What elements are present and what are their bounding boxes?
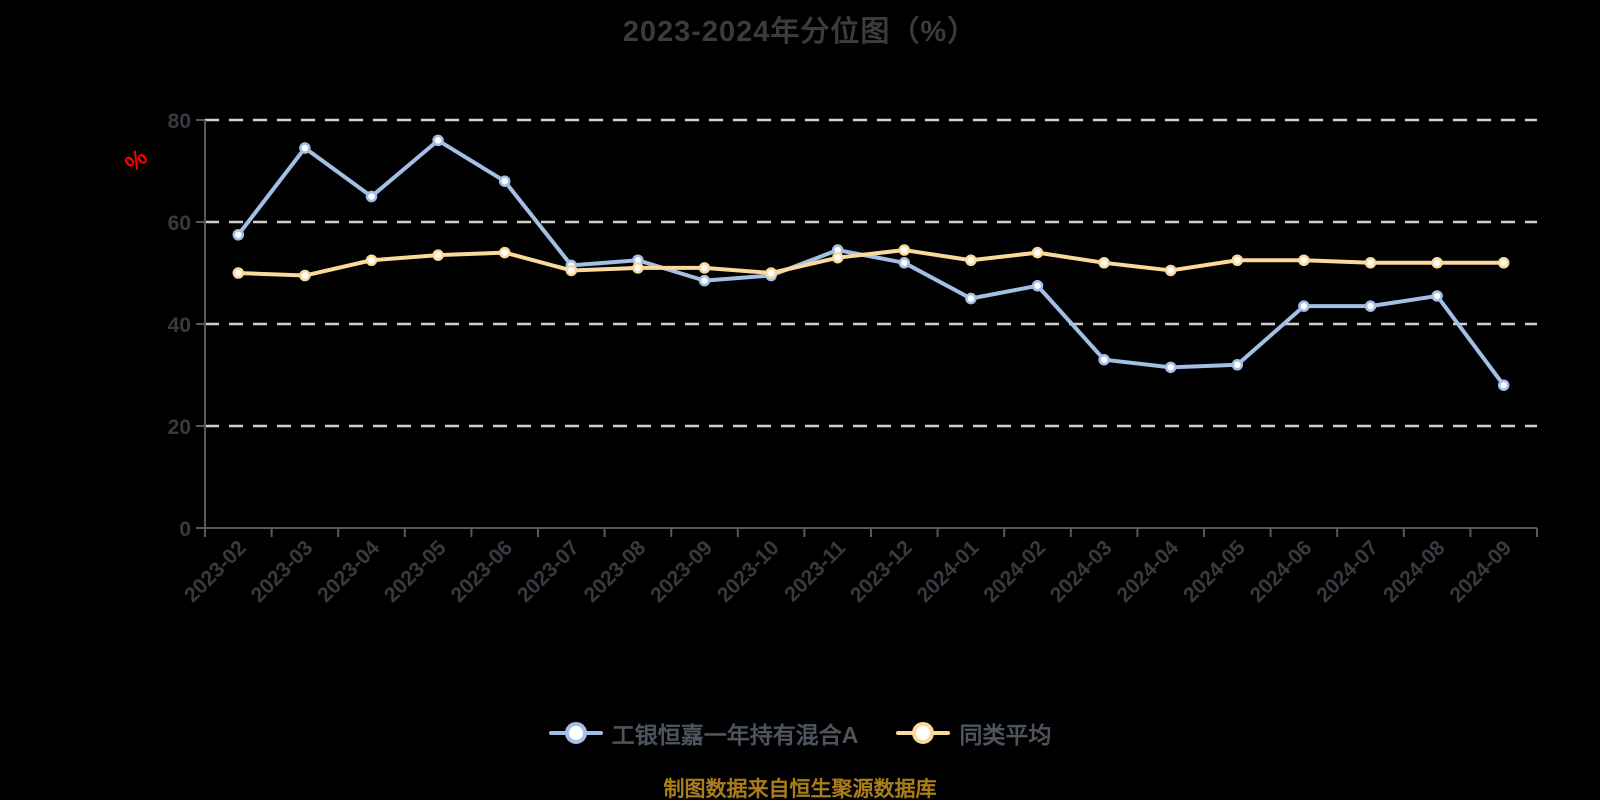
point-average-2023-07[interactable] [565,264,578,277]
legend: 工银恒嘉一年持有混合A 同类平均 [0,716,1600,750]
x-axis-label-2023-09: 2023-09 [646,536,717,607]
point-average-2023-12[interactable] [898,244,911,256]
point-average-2023-06[interactable] [498,246,511,259]
y-axis-label-0: 0 [179,518,191,541]
y-axis-label-60: 60 [168,212,191,235]
point-average-2024-05[interactable] [1231,254,1244,266]
legend-label-average: 同类平均 [959,722,1052,748]
point-fund-2023-09[interactable] [698,274,711,287]
x-axis-label-2024-08: 2024-08 [1379,536,1450,607]
x-axis-label-2024-06: 2024-06 [1246,536,1317,607]
point-average-2023-10[interactable] [765,267,777,279]
point-average-2023-02[interactable] [232,267,245,279]
legend-item-average[interactable]: 同类平均 [896,716,1051,750]
point-fund-2024-07[interactable] [1364,300,1377,312]
chart-title: 2023-2024年分位图（%） [622,16,978,48]
x-axis-label-2024-03: 2024-03 [1046,536,1117,607]
legend-item-fund[interactable]: 工银恒嘉一年持有混合A [548,716,859,750]
point-average-2024-09[interactable] [1497,257,1510,269]
series-line-average[interactable] [236,248,1506,278]
point-average-2024-02[interactable] [1031,246,1044,259]
point-average-2024-03[interactable] [1098,257,1110,269]
point-fund-2024-03[interactable] [1098,353,1110,366]
x-axis-label-2023-12: 2023-12 [846,536,917,607]
x-axis-label-2024-04: 2024-04 [1112,536,1183,607]
x-axis-label-2024-07: 2024-07 [1312,536,1383,607]
legend-marker-average-icon [896,722,951,744]
legend-circle-icon [564,722,587,744]
point-fund-2024-02[interactable] [1031,280,1044,292]
x-axis-label-2023-08: 2023-08 [580,536,651,607]
x-axis-label-2023-06: 2023-06 [446,536,517,607]
point-fund-2023-04[interactable] [365,190,378,203]
point-fund-2024-08[interactable] [1431,290,1443,302]
point-average-2023-08[interactable] [632,262,644,274]
data-source-caption: 制图数据来自恒生聚源数据库 [663,778,937,800]
point-average-2023-09[interactable] [698,262,711,274]
x-axis-label-2023-05: 2023-05 [380,536,451,607]
y-axis-label-80: 80 [168,110,191,133]
point-average-2023-11[interactable] [831,251,844,264]
x-axis-label-2023-10: 2023-10 [713,536,784,607]
legend-label-fund: 工银恒嘉一年持有混合A [611,722,859,748]
point-average-2024-01[interactable] [965,254,977,266]
series-line-fund[interactable] [236,138,1506,388]
point-average-2024-07[interactable] [1364,257,1377,269]
point-average-2024-06[interactable] [1298,254,1310,266]
y-axis-label-40: 40 [168,314,191,337]
point-fund-2024-01[interactable] [965,292,977,305]
point-fund-2024-05[interactable] [1231,359,1244,371]
point-fund-2024-06[interactable] [1298,300,1310,312]
point-average-2023-05[interactable] [432,249,444,261]
x-axis-label-2024-09: 2024-09 [1445,536,1516,607]
x-axis-label-2023-02: 2023-02 [180,536,251,607]
y-axis-label-20: 20 [168,416,191,439]
point-average-2023-04[interactable] [365,254,378,266]
point-fund-2024-09[interactable] [1497,379,1510,391]
point-fund-2024-04[interactable] [1164,361,1177,374]
legend-circle-icon [912,722,935,744]
point-average-2023-03[interactable] [299,269,311,282]
x-axis-label-2023-07: 2023-07 [513,536,584,607]
point-fund-2023-05[interactable] [432,134,444,147]
point-average-2024-08[interactable] [1431,257,1443,269]
x-axis-label-2023-03: 2023-03 [247,536,318,607]
point-fund-2023-02[interactable] [232,229,245,241]
x-axis-label-2024-05: 2024-05 [1179,536,1250,607]
x-axis-label-2023-11: 2023-11 [780,536,850,606]
point-fund-2023-06[interactable] [498,175,511,187]
x-axis-label-2024-02: 2024-02 [979,536,1050,607]
x-axis-label-2023-04: 2023-04 [313,536,384,607]
x-axis-label-2024-01: 2024-01 [913,536,984,607]
legend-marker-fund-icon [548,722,603,744]
point-average-2024-04[interactable] [1164,264,1177,277]
point-fund-2023-12[interactable] [898,257,911,269]
point-fund-2023-03[interactable] [299,142,311,154]
